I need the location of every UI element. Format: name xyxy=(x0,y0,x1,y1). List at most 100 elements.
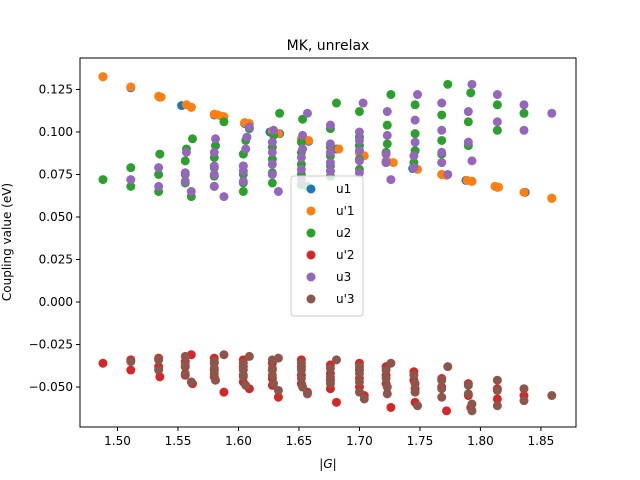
data-point-series-4 xyxy=(155,372,165,382)
x-tick-label: 1.55 xyxy=(165,434,192,448)
data-point-series-6 xyxy=(409,370,419,380)
data-point-series-3 xyxy=(492,125,502,135)
data-point-series-6 xyxy=(354,377,364,387)
data-point-series-3 xyxy=(437,110,447,120)
data-point-series-6 xyxy=(492,375,502,385)
data-point-series-2 xyxy=(547,193,557,203)
y-tick-label: −0.050 xyxy=(29,380,73,394)
data-point-series-5 xyxy=(238,161,248,171)
y-tick-label: 0.000 xyxy=(39,295,73,309)
data-point-series-5 xyxy=(325,147,335,157)
data-point-series-5 xyxy=(186,186,196,196)
data-point-series-6 xyxy=(354,362,364,372)
data-point-series-6 xyxy=(382,389,392,399)
data-point-series-5 xyxy=(437,125,447,135)
data-point-series-5 xyxy=(209,147,219,157)
data-point-series-5 xyxy=(492,117,502,127)
data-point-series-3 xyxy=(219,117,229,127)
legend: u1 u'1 u2 u'2 u3 u'3 xyxy=(290,175,364,317)
data-point-series-5 xyxy=(354,127,364,137)
data-point-series-6 xyxy=(463,380,473,390)
data-point-series-6 xyxy=(410,379,420,389)
y-axis: −0.050 −0.025 0.000 0.025 0.050 0.075 0.100 0.1… xyxy=(29,82,80,394)
data-point-series-5 xyxy=(358,98,368,108)
data-point-series-3 xyxy=(296,137,306,147)
data-point-series-5 xyxy=(437,98,447,108)
data-point-series-5 xyxy=(463,137,473,147)
data-point-series-5 xyxy=(181,147,191,157)
data-point-series-6 xyxy=(492,385,502,395)
chart-title: MK, unrelax xyxy=(287,38,370,54)
data-point-series-6 xyxy=(209,357,219,367)
data-point-series-5 xyxy=(302,108,312,118)
data-point-series-3 xyxy=(275,108,285,118)
data-point-series-6 xyxy=(519,384,529,394)
y-tick-label: 0.100 xyxy=(39,125,73,139)
data-point-series-5 xyxy=(467,79,477,89)
data-point-series-4 xyxy=(492,394,502,404)
data-point-series-6 xyxy=(267,370,277,380)
data-point-series-6 xyxy=(244,351,254,361)
data-point-series-5 xyxy=(273,186,283,196)
data-point-series-5 xyxy=(492,90,502,100)
x-tick-label: 1.70 xyxy=(346,434,373,448)
data-point-series-2 xyxy=(388,158,398,168)
data-point-series-5 xyxy=(298,130,308,140)
data-point-series-5 xyxy=(382,130,392,140)
data-point-series-3 xyxy=(410,100,420,110)
data-point-series-6 xyxy=(437,384,447,394)
data-point-series-2 xyxy=(304,135,314,145)
data-point-series-5 xyxy=(381,158,391,168)
data-point-series-5 xyxy=(325,158,335,168)
x-tick-label: 1.85 xyxy=(528,434,555,448)
data-point-series-3 xyxy=(437,135,447,145)
data-point-series-3 xyxy=(126,163,136,173)
data-point-series-6 xyxy=(325,363,335,373)
data-point-series-5 xyxy=(413,90,423,100)
data-point-series-6 xyxy=(437,375,447,385)
data-point-series-3 xyxy=(463,117,473,127)
data-point-series-5 xyxy=(410,137,420,147)
data-point-series-3 xyxy=(238,186,248,196)
data-point-series-5 xyxy=(267,147,277,157)
data-point-series-5 xyxy=(242,132,252,142)
data-point-series-5 xyxy=(382,107,392,117)
data-point-series-3 xyxy=(155,149,165,159)
data-point-series-3 xyxy=(519,108,529,118)
data-point-series-5 xyxy=(325,166,335,176)
data-point-series-6 xyxy=(273,353,283,363)
y-tick-label: 0.125 xyxy=(39,82,73,96)
data-point-series-5 xyxy=(467,156,477,166)
data-point-series-5 xyxy=(219,192,229,202)
data-point-series-6 xyxy=(519,396,529,406)
data-point-series-5 xyxy=(154,163,164,173)
data-point-series-5 xyxy=(354,135,364,145)
data-point-series-5 xyxy=(325,139,335,149)
data-point-series-6 xyxy=(273,385,283,395)
y-tick-label: 0.025 xyxy=(39,253,73,267)
x-tick-label: 1.50 xyxy=(104,434,131,448)
points-layer xyxy=(98,72,557,416)
data-point-series-5 xyxy=(269,125,279,135)
data-point-series-5 xyxy=(296,152,306,162)
data-point-series-5 xyxy=(267,159,277,169)
legend-label: u'2 xyxy=(336,248,355,262)
data-point-series-6 xyxy=(437,392,447,402)
x-tick-label: 1.65 xyxy=(286,434,313,448)
data-point-series-2 xyxy=(494,182,504,192)
data-point-series-3 xyxy=(267,178,277,188)
data-point-series-5 xyxy=(209,161,219,171)
data-point-series-3 xyxy=(386,90,396,100)
data-point-series-5 xyxy=(409,151,419,161)
legend-marker xyxy=(306,294,316,304)
data-point-series-5 xyxy=(409,163,419,173)
data-point-series-6 xyxy=(154,355,164,365)
data-point-series-5 xyxy=(241,144,251,154)
data-point-series-6 xyxy=(443,362,453,372)
data-point-series-5 xyxy=(463,107,473,117)
data-point-series-6 xyxy=(492,401,502,411)
data-point-series-6 xyxy=(354,368,364,378)
data-point-series-6 xyxy=(382,382,392,392)
data-point-series-5 xyxy=(154,181,164,191)
data-point-series-3 xyxy=(180,156,190,166)
